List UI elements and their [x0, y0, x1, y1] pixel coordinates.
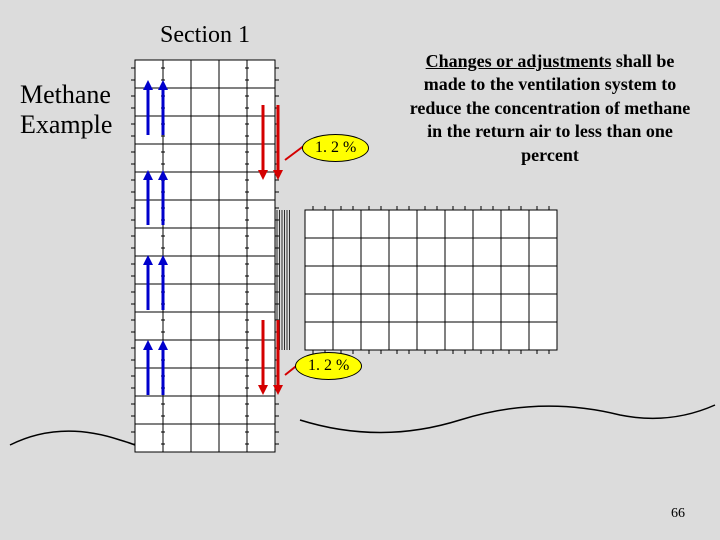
description-underlined: Changes or adjustments [426, 51, 612, 71]
methane-badge-upper: 1. 2 % [302, 134, 369, 162]
ground-line-right [300, 405, 715, 433]
section-label: Section 1 [160, 22, 250, 49]
methane-badge-lower: 1. 2 % [295, 352, 362, 380]
description-text: Changes or adjustments shall be made to … [405, 50, 695, 167]
horizontal-branch [305, 206, 557, 354]
slide-number: 66 [671, 506, 685, 522]
ground-line [10, 431, 135, 445]
vertical-shaft [131, 60, 279, 452]
page-title: MethaneExample [20, 80, 112, 140]
